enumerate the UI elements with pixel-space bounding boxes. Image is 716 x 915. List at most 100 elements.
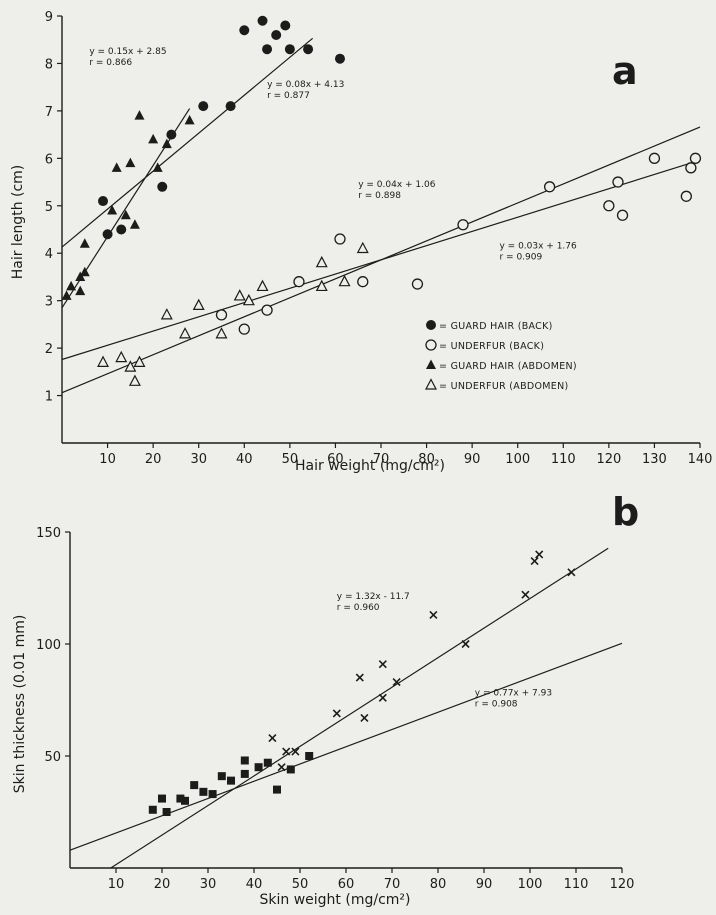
panel-a-open-circle-point bbox=[543, 181, 556, 193]
panel-b-cross-point bbox=[461, 639, 470, 649]
panel-b-x-tick-label: 20 bbox=[154, 877, 171, 892]
panel-a-open-circle-point bbox=[680, 190, 692, 202]
panel-b-cross-point-stroke bbox=[429, 610, 438, 619]
panel-a-series-1 bbox=[98, 15, 345, 240]
panel-b-cross-point bbox=[360, 713, 369, 722]
panel-b-cross-point bbox=[392, 678, 401, 687]
panel-b-filled-square-point bbox=[158, 794, 166, 803]
panel-a-ticks: 10 20 30 40 50 60 70 80 90 100 110 120 130 140 1 2 3 4 5 6 7… bbox=[45, 10, 713, 467]
panel-a-filled-triangle-point bbox=[134, 110, 145, 120]
panel-b-cross-point bbox=[378, 693, 387, 702]
panel-a-x-tick-label: 90 bbox=[464, 452, 481, 467]
panel-a-series-3 bbox=[61, 110, 195, 300]
panel-b-x-tick-label: 110 bbox=[564, 877, 589, 892]
panel-b-filled-square-point bbox=[240, 769, 249, 778]
panel-a-filled-circle-point bbox=[303, 44, 314, 55]
panel-b-filled-square-point bbox=[162, 808, 171, 816]
panel-b-cross-point-stroke bbox=[360, 713, 369, 722]
panel-b-cross-point bbox=[268, 734, 277, 743]
panel-a-filled-circle-point bbox=[271, 29, 282, 40]
panel-b-r-value-2: r = 0.908 bbox=[475, 700, 518, 710]
panel-a-open-circle-point bbox=[648, 152, 661, 164]
panel-a-y-tick-label: 7 bbox=[45, 105, 53, 120]
panel-b-cross-point-stroke bbox=[567, 568, 576, 577]
panel-b-x-tick-label: 100 bbox=[518, 877, 543, 892]
panel-a-letter: a bbox=[612, 49, 638, 93]
panel-a-x-tick-label: 10 bbox=[99, 452, 116, 467]
panel-a-equations: y = 0.15x + 2.85r = 0.866 y = 0.08x + 4.1… bbox=[89, 47, 577, 263]
panel-b-cross-point-stroke bbox=[277, 763, 286, 772]
panel-a-points bbox=[61, 15, 702, 386]
panel-a-open-circle-point bbox=[689, 152, 702, 164]
panel-b-filled-square-point bbox=[263, 758, 272, 767]
panel-a-x-tick-label: 30 bbox=[190, 452, 207, 467]
legend-open-triangle-marker bbox=[425, 378, 437, 390]
panel-a: 10 20 30 40 50 60 70 80 90 100 110 120 130 140 1 2 3 4 5 6 7… bbox=[10, 10, 712, 474]
panel-b-cross-point-stroke bbox=[392, 678, 401, 687]
panel-b-cross-point bbox=[355, 673, 364, 682]
panel-b-cross-point-stroke bbox=[268, 734, 277, 743]
panel-a-y-tick-label: 9 bbox=[45, 10, 53, 25]
panel-a-y-tick-label: 5 bbox=[45, 200, 53, 215]
panel-a-filled-circle-point bbox=[334, 53, 345, 64]
panel-b-x-title: Skin weight (mg/cm²) bbox=[260, 892, 411, 908]
panel-b-filled-square-point bbox=[254, 763, 263, 772]
panel-b-regression-lines bbox=[69, 547, 623, 869]
panel-b-cross-point-stroke bbox=[332, 709, 341, 718]
panel-a-y-tick-label: 4 bbox=[45, 247, 53, 262]
legend-label-2: = UNDERFUR (BACK) bbox=[439, 341, 544, 352]
panel-a-filled-triangle-point bbox=[107, 205, 118, 215]
panel-b-filled-square-point bbox=[199, 787, 208, 796]
panel-b-y-title: Skin thickness (0.01 mm) bbox=[12, 615, 28, 794]
panel-b-equation-2: y = 0.77x + 7.93 bbox=[475, 689, 552, 699]
panel-a-filled-circle-point bbox=[280, 20, 291, 31]
panel-a-open-triangle-point bbox=[160, 308, 173, 320]
panel-a-y-tick-label: 3 bbox=[45, 295, 53, 310]
panel-a-filled-triangle-point bbox=[79, 238, 90, 248]
panel-b-cross-point bbox=[535, 550, 544, 559]
panel-b-filled-square-point bbox=[286, 765, 295, 774]
panel-a-y-tick-label: 1 bbox=[45, 390, 53, 405]
panel-a-filled-triangle-point bbox=[111, 162, 122, 172]
panel-a-open-circle-point bbox=[616, 209, 629, 221]
panel-a-filled-triangle-point bbox=[79, 266, 90, 277]
panel-b: 10 20 30 40 50 60 70 80 90 100 110 120 50 100 150 y = … bbox=[12, 490, 639, 908]
panel-a-equation-4: y = 0.03x + 1.76 bbox=[499, 241, 577, 251]
panel-b-equation-1: y = 1.32x - 11.7 bbox=[337, 592, 410, 602]
panel-a-filled-circle-point bbox=[239, 25, 250, 36]
panel-b-x-tick-label: 90 bbox=[476, 877, 493, 892]
legend-open-circle-marker bbox=[425, 339, 437, 351]
panel-b-cross-point bbox=[567, 568, 576, 577]
panel-a-x-title: Hair weight (mg/cm²) bbox=[295, 458, 445, 474]
panel-a-regression-line-2 bbox=[61, 37, 314, 248]
panel-b-cross-point bbox=[332, 709, 341, 718]
panel-a-open-triangle-point bbox=[97, 355, 110, 367]
panel-a-open-circle-point bbox=[411, 278, 424, 290]
panel-a-open-triangle-point bbox=[233, 289, 246, 301]
panel-a-open-triangle-point bbox=[133, 355, 146, 367]
panel-a-filled-triangle-point bbox=[152, 162, 163, 172]
panel-a-open-circle-point bbox=[603, 200, 615, 212]
panel-b-x-tick-label: 30 bbox=[200, 877, 217, 892]
panel-b-filled-square-point bbox=[240, 756, 249, 765]
panel-b-filled-square-point bbox=[176, 794, 185, 803]
panel-b-x-tick-label: 60 bbox=[338, 877, 355, 892]
panel-a-open-triangle-point bbox=[256, 279, 269, 292]
panel-a-filled-circle-point bbox=[257, 15, 268, 26]
panel-b-filled-square-point bbox=[181, 796, 189, 805]
panel-b-filled-square-point bbox=[190, 781, 199, 790]
panel-a-filled-circle-point bbox=[284, 44, 295, 55]
panel-b-filled-square-point bbox=[227, 776, 235, 785]
panel-a-filled-circle-point bbox=[166, 129, 177, 140]
panel-b-cross-point bbox=[282, 747, 291, 756]
panel-b-cross-point-stroke bbox=[535, 550, 544, 559]
panel-b-cross-point bbox=[378, 660, 387, 669]
panel-a-open-triangle-point bbox=[192, 298, 205, 311]
panel-a-open-triangle-point bbox=[115, 350, 128, 363]
panel-a-open-triangle-point bbox=[315, 255, 328, 268]
panel-a-filled-triangle-point bbox=[75, 285, 86, 296]
panel-a-filled-triangle-point bbox=[120, 209, 131, 220]
panel-a-x-tick-label: 130 bbox=[642, 452, 667, 467]
panel-a-filled-circle-point bbox=[116, 224, 127, 235]
